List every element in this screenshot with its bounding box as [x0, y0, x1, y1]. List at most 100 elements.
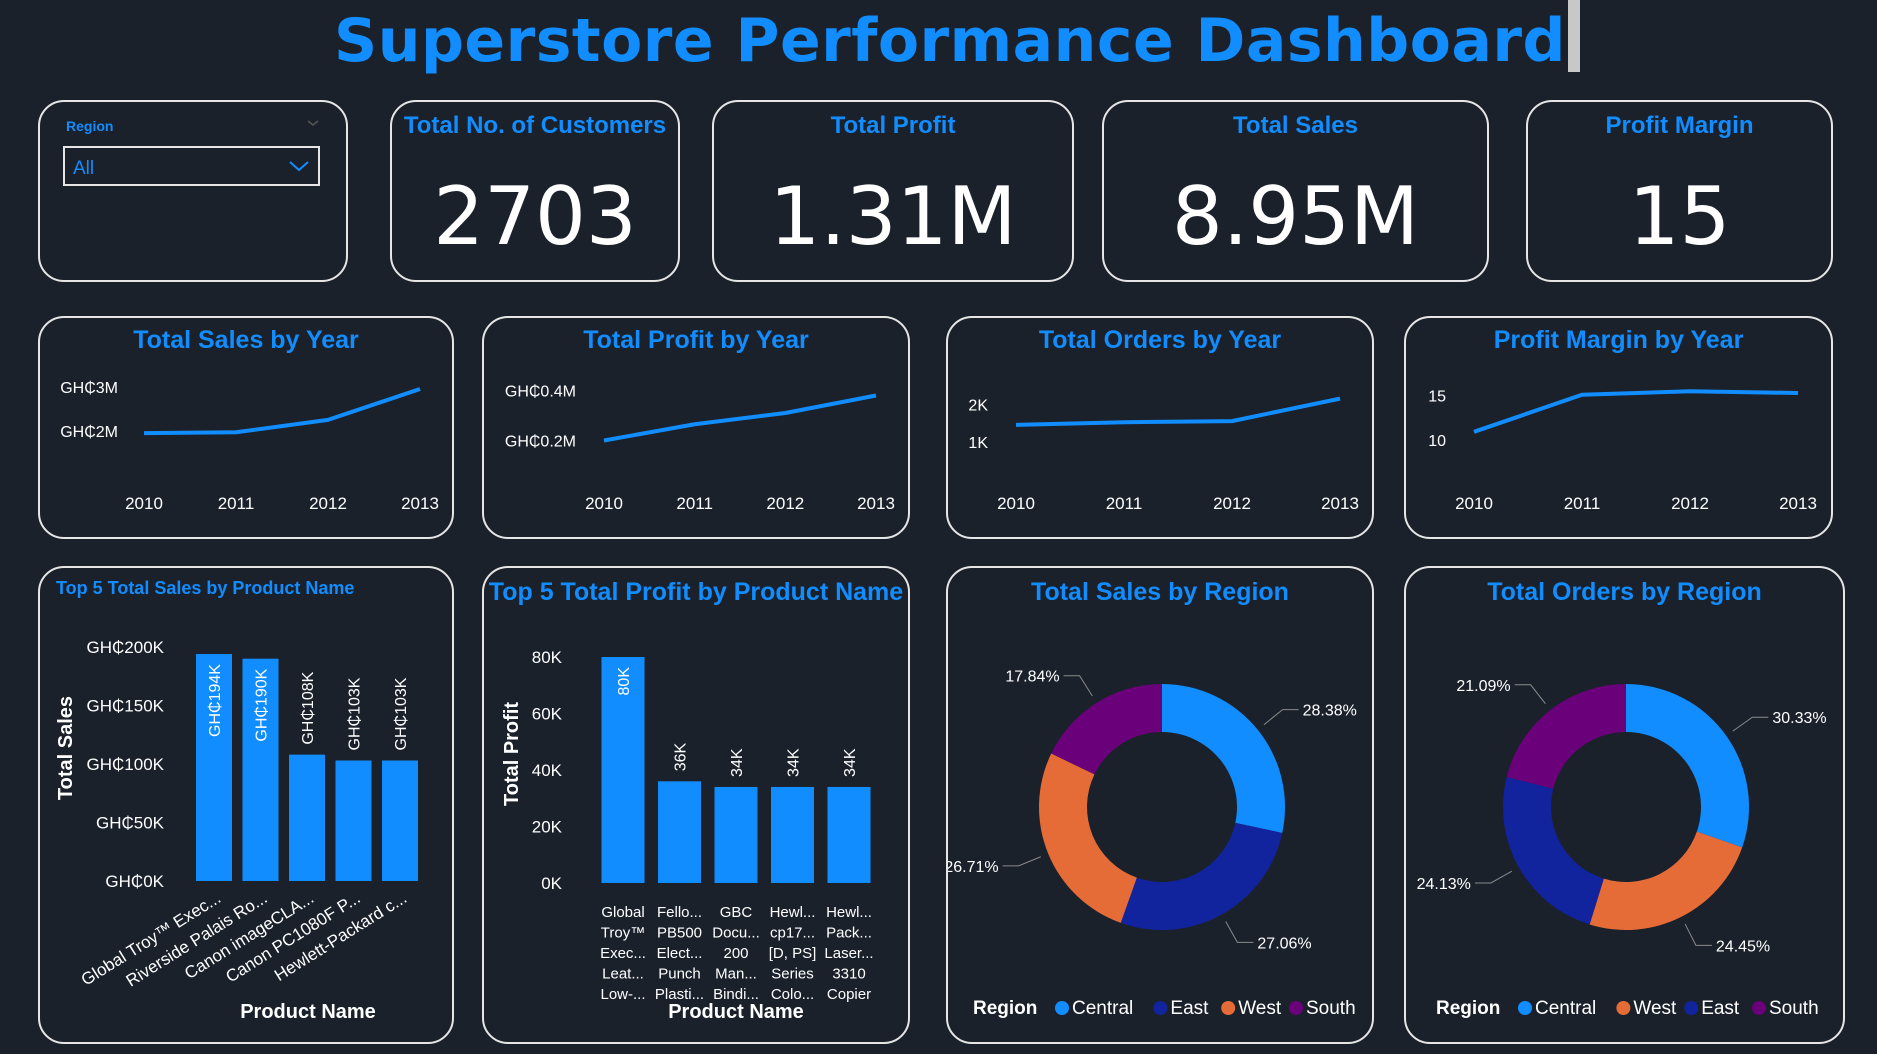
y-axis-title: Total Profit [501, 702, 523, 806]
region-slicer[interactable]: Region All [38, 100, 348, 282]
legend-marker [1055, 1001, 1069, 1015]
leader-line [1225, 921, 1254, 943]
chart-orders-by-year[interactable]: Total Orders by Year 2K 1K 2010 2011 2012 201… [946, 316, 1374, 539]
x-tick-label: 3310 [832, 966, 865, 983]
legend-marker [1153, 1001, 1168, 1015]
x-tick-label: [D, PS] [769, 945, 817, 962]
legend-marker [1289, 1001, 1303, 1015]
x-tick-label: Fello... [657, 904, 702, 921]
bar [335, 760, 372, 881]
donut-slice [1120, 822, 1283, 930]
x-tick-label: cp17... [770, 925, 815, 942]
bar [242, 658, 279, 881]
chart-top5-profit[interactable]: Top 5 Total Profit by Product Name 80K 60… [482, 566, 910, 1044]
line-chart: GH₵0.4M GH₵0.2M 2010 2011 2012 2013 [505, 384, 895, 514]
x-tick-label: Man... [715, 966, 757, 983]
chart-title: Total Sales by Year [133, 326, 359, 354]
x-tick-label: 2010 [125, 494, 163, 513]
data-label: 34K [786, 748, 803, 777]
x-tick-label: 2010 [585, 494, 623, 513]
x-tick-label: Leat... [602, 966, 644, 983]
donut-chart: 28.38% 27.06% 26.71% 17.84% Region Central Eas… [948, 669, 1357, 1019]
leader-line [1002, 856, 1041, 867]
x-axis-title: Product Name [240, 1001, 376, 1023]
bar [601, 657, 645, 883]
x-tick-label: 2013 [1321, 494, 1359, 513]
bar-chart: 80K 60K 40K 20K 0K Total Profit Product Name 80… [501, 648, 874, 1023]
legend-item: East [1170, 998, 1209, 1019]
y-tick-label: 20K [532, 818, 563, 837]
x-tick-label: Pack... [826, 925, 872, 942]
x-tick-label: 2011 [676, 494, 713, 513]
dropdown-value: All [73, 158, 95, 179]
chart-profit-by-year[interactable]: Total Profit by Year GH₵0.4M GH₵0.2M 2010 2… [482, 316, 910, 539]
kpi-label: Total Sales [1233, 112, 1358, 139]
bar [658, 781, 701, 883]
data-label: 17.84% [1005, 669, 1059, 686]
kpi-label: Profit Margin [1605, 112, 1754, 139]
x-tick-label: Hewl... [770, 904, 816, 921]
x-tick-label: 2013 [857, 494, 895, 513]
bar-chart: GH₵200K GH₵150K GH₵100K GH₵50K GH₵0K Total Sa… [55, 638, 418, 1023]
legend-item: Central [1072, 998, 1133, 1019]
chart-title: Total Sales by Region [1031, 578, 1289, 606]
data-label: 34K [729, 748, 746, 777]
data-label: 30.33% [1772, 710, 1826, 727]
chart-sales-by-year[interactable]: Total Sales by Year GH₵3M GH₵2M 2010 2011 20… [38, 316, 454, 539]
series-line [1015, 396, 1341, 427]
x-tick-label: 2010 [997, 494, 1035, 513]
legend-item: West [1633, 998, 1677, 1019]
y-tick-label: 15 [1428, 389, 1446, 406]
legend-title: Region [973, 998, 1037, 1019]
legend-title: Region [1436, 998, 1500, 1019]
donut-slice [1051, 684, 1162, 775]
kpi-label: Total Profit [830, 112, 956, 139]
legend-item: South [1306, 998, 1356, 1019]
region-dropdown[interactable]: All [63, 146, 320, 186]
chart-title: Total Orders by Region [1487, 578, 1762, 606]
x-tick-label: Low-... [600, 986, 645, 1003]
x-tick-label: 2011 [1564, 494, 1601, 513]
chart-orders-by-region[interactable]: Total Orders by Region 30.33% 24.45% 24.13… [1404, 566, 1845, 1044]
chart-top5-sales[interactable]: Top 5 Total Sales by Product Name GH₵200… [38, 566, 454, 1044]
leader-line [1474, 870, 1513, 884]
x-tick-label: Laser... [824, 945, 873, 962]
chart-title: Top 5 Total Sales by Product Name [56, 578, 355, 598]
legend-marker [1616, 1001, 1631, 1015]
legend-marker [1684, 1001, 1699, 1015]
x-tick-label: Plasti... [655, 986, 704, 1003]
data-label: 27.06% [1257, 935, 1311, 952]
chart-sales-by-region[interactable]: Total Sales by Region 28.38% 27.06% 26.71%… [946, 566, 1374, 1044]
data-label: 24.45% [1716, 938, 1770, 955]
x-tick-label: Series [771, 966, 814, 983]
chart-margin-by-year[interactable]: Profit Margin by Year 15 10 2010 2011 2012 20… [1404, 316, 1833, 539]
x-axis-title: Product Name [668, 1001, 804, 1023]
x-tick-label: 2011 [1106, 494, 1143, 513]
page-title: Superstore Performance Dashboard [334, 6, 1566, 76]
y-tick-label: 60K [532, 705, 563, 724]
x-tick-label: Elect... [657, 945, 703, 962]
data-label: 26.71% [948, 859, 999, 876]
scrollbar[interactable] [1568, 0, 1580, 72]
data-label: GH₵190K [254, 668, 271, 741]
y-tick-label: GH₵200K [87, 638, 165, 657]
kpi-value: 2703 [433, 170, 637, 263]
y-tick-label: GH₵0.2M [505, 434, 576, 451]
x-tick-label: 2012 [1213, 494, 1251, 513]
chevron-down-icon[interactable] [306, 116, 320, 130]
legend-marker [1221, 1001, 1236, 1015]
y-tick-label: GH₵0.4M [505, 384, 576, 401]
y-tick-label: GH₵50K [96, 814, 165, 833]
x-tick-label: 2010 [1455, 494, 1493, 513]
legend-item: South [1769, 998, 1819, 1019]
donut-slice [1626, 684, 1749, 848]
legend-item: Central [1535, 998, 1596, 1019]
donut-slice [1503, 777, 1604, 925]
kpi-label: Total No. of Customers [403, 112, 667, 139]
y-tick-label: GH₵150K [87, 697, 165, 716]
line-chart: GH₵3M GH₵2M 2010 2011 2012 2013 [60, 380, 439, 513]
line-chart: 2K 1K 2010 2011 2012 2013 [968, 396, 1359, 513]
donut-slice [1039, 753, 1137, 923]
data-label: 24.13% [1417, 876, 1471, 893]
chart-title: Total Orders by Year [1038, 326, 1282, 354]
